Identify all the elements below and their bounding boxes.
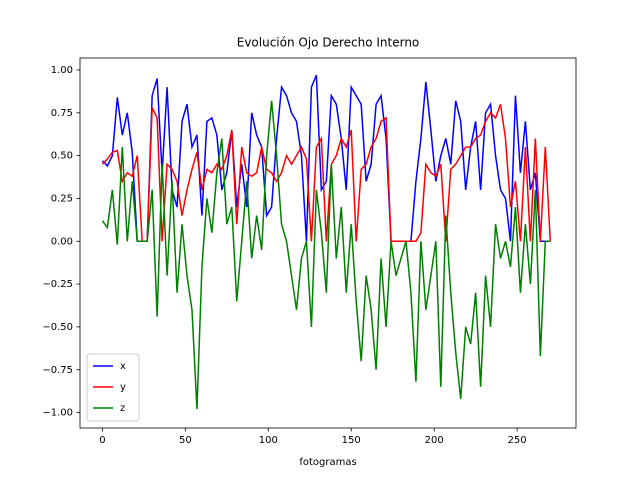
series-line: [101, 100, 551, 410]
legend-label: z: [120, 403, 125, 414]
y-tick-label: −0.50: [42, 322, 73, 333]
x-axis-label: fotogramas: [299, 457, 356, 468]
y-tick-label: −0.25: [42, 279, 73, 290]
y-tick-label: 0.50: [51, 151, 73, 162]
series-line: [101, 103, 552, 243]
y-tick-label: −0.75: [42, 365, 73, 376]
y-tick-label: 0.00: [51, 236, 73, 247]
y-tick-label: 1.00: [51, 65, 73, 76]
y-tick-label: 0.25: [51, 193, 73, 204]
chart-title: Evolución Ojo Derecho Interno: [237, 36, 420, 50]
y-tick-label: −1.00: [42, 408, 73, 419]
legend-label: x: [120, 361, 126, 372]
legend: xyz: [86, 353, 140, 422]
series-line: [101, 74, 551, 243]
x-tick-label: 100: [259, 435, 278, 446]
x-tick-label: 250: [508, 435, 527, 446]
x-tick-label: 150: [342, 435, 361, 446]
y-tick-label: 0.75: [51, 108, 73, 119]
x-tick-label: 200: [425, 435, 444, 446]
x-tick-label: 50: [179, 435, 192, 446]
legend-label: y: [120, 382, 126, 393]
x-tick-label: 0: [99, 435, 105, 446]
plot-frame: [79, 57, 577, 429]
